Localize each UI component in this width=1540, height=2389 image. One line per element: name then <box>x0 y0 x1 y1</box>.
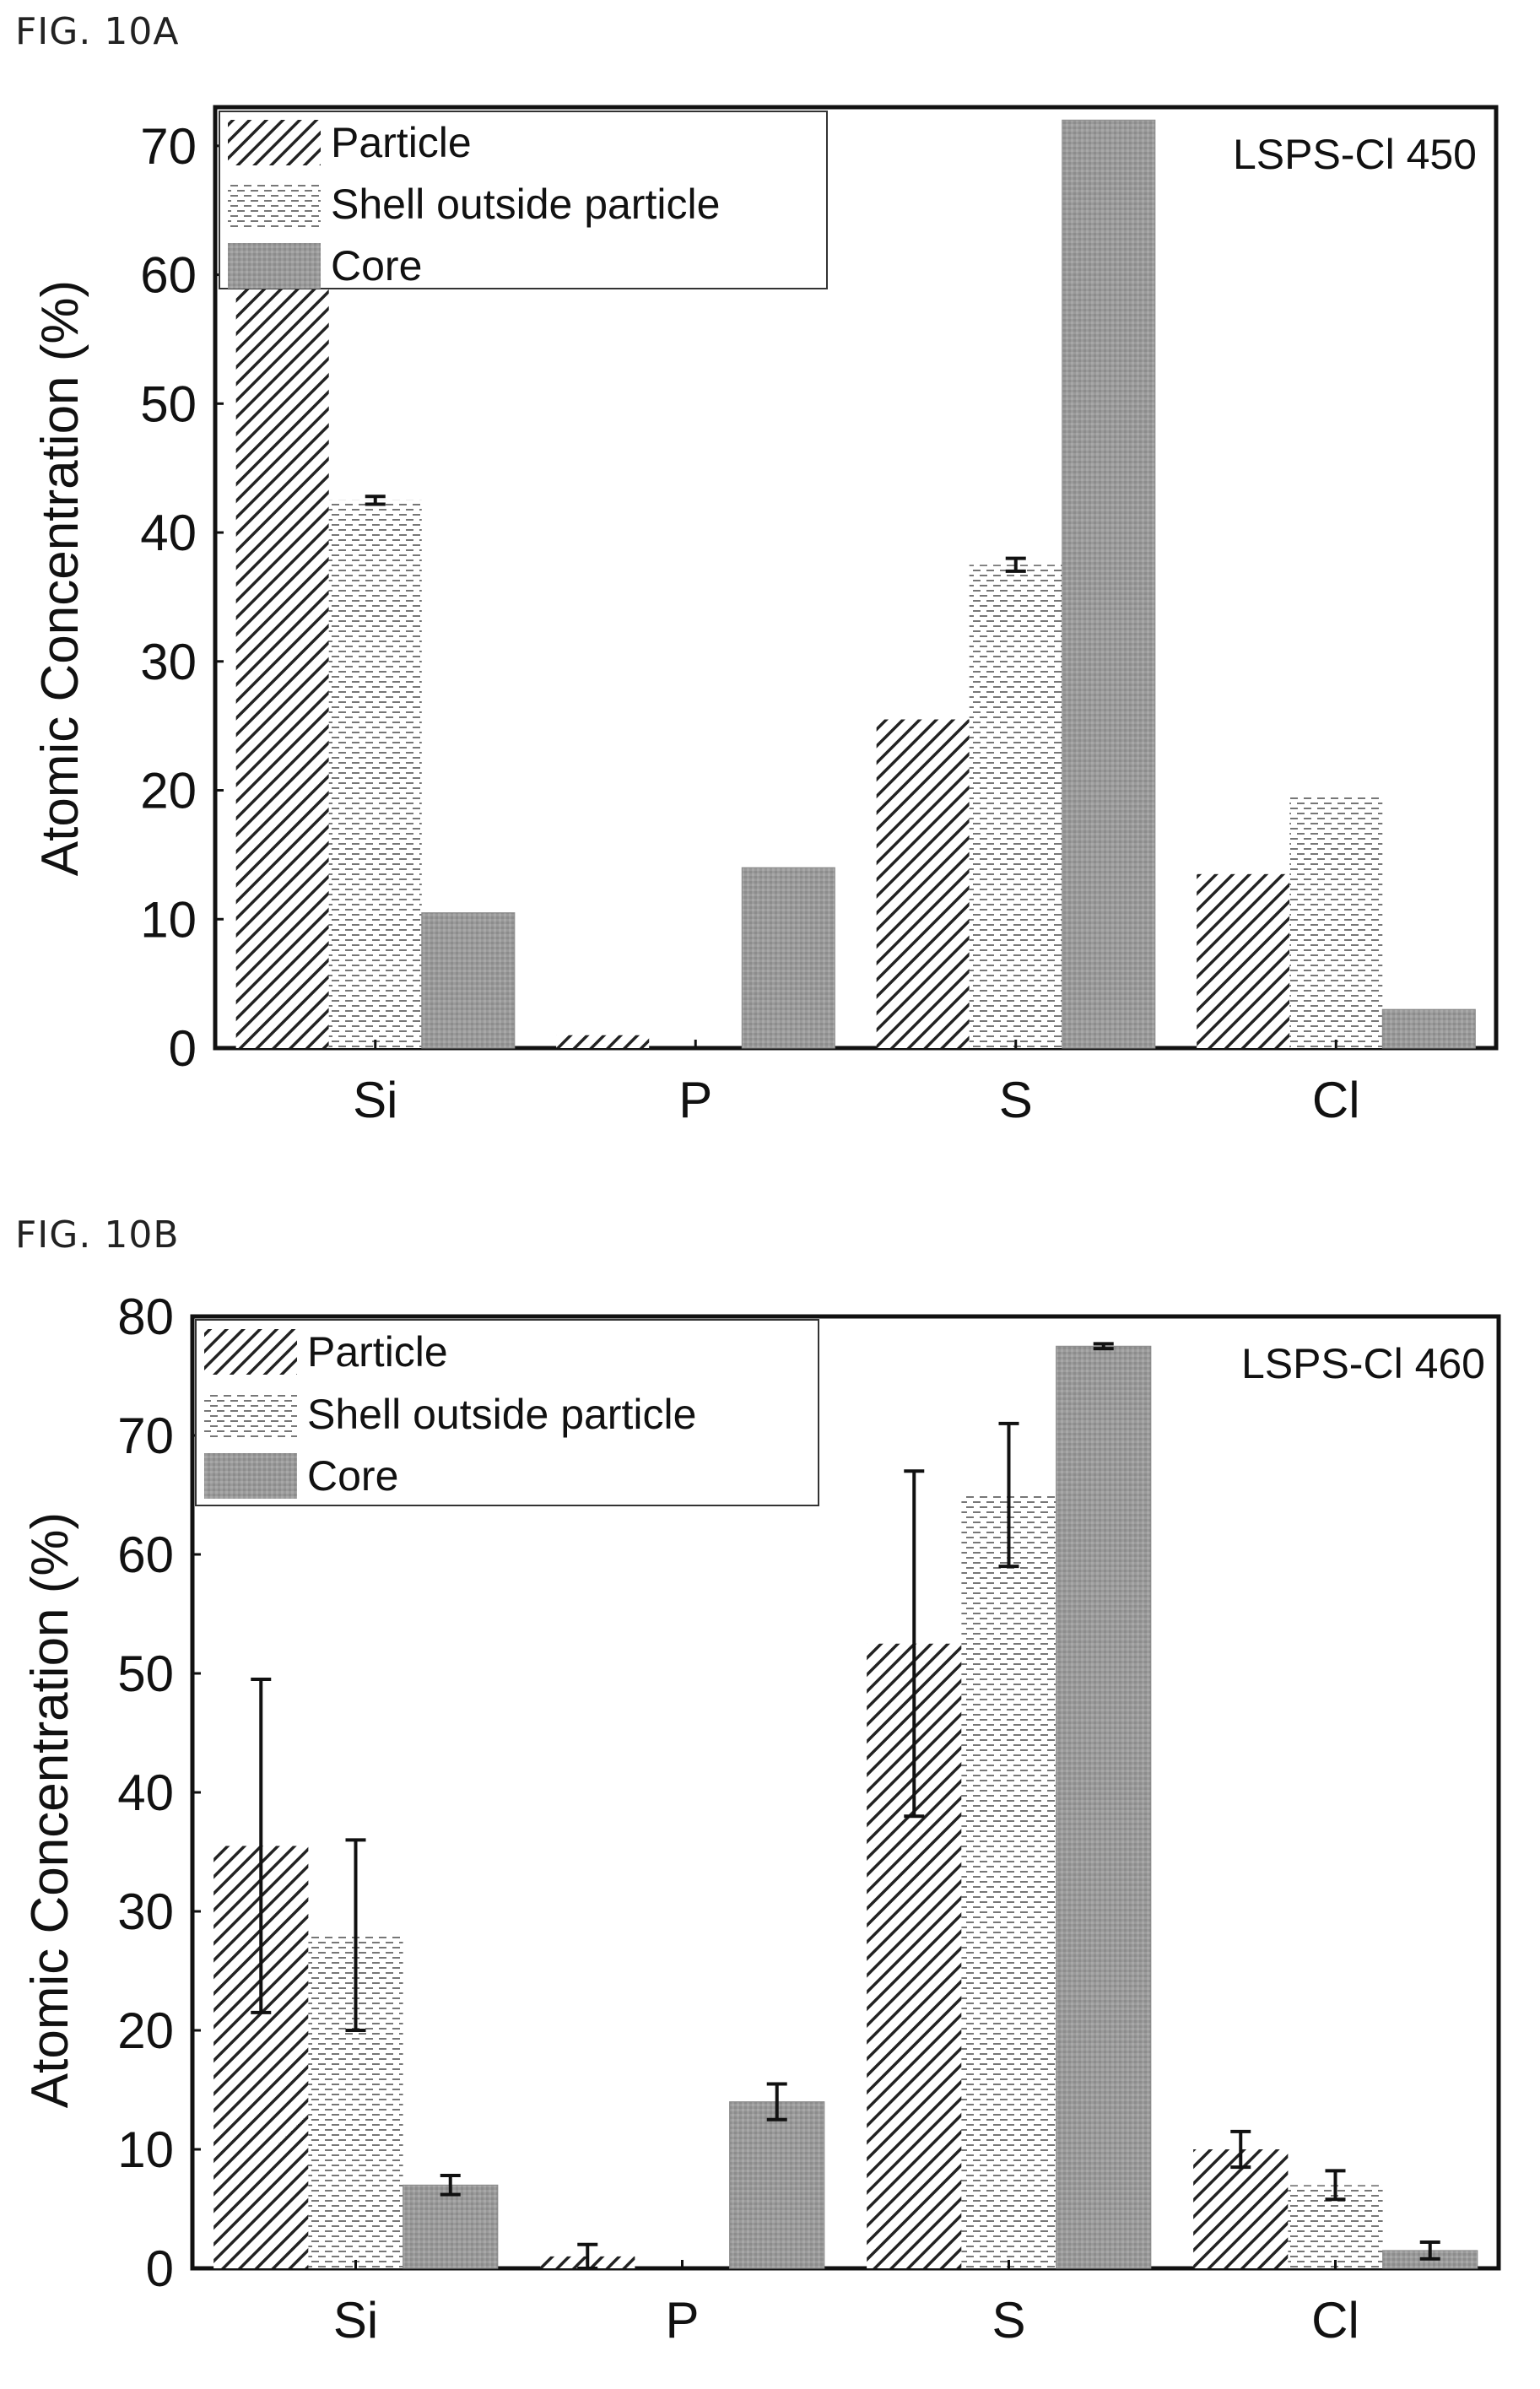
bar-cl-diagonal-hatch <box>1193 2149 1289 2268</box>
bar-cl-horizontal-dash <box>1289 797 1383 1048</box>
legend-swatch-diagonal-hatch <box>228 120 321 165</box>
x-tick-label: Si <box>353 1072 397 1128</box>
legend-label: Shell outside particle <box>331 181 720 228</box>
legend-swatch-diagonal-hatch <box>204 1329 297 1375</box>
panel-label: LSPS-Cl 450 <box>1233 131 1477 178</box>
panel-label: LSPS-Cl 460 <box>1241 1340 1485 1387</box>
bar-si-horizontal-dash <box>328 500 422 1048</box>
y-tick-label: 30 <box>140 634 197 690</box>
x-tick-label: S <box>999 1072 1033 1128</box>
x-tick-label: P <box>678 1072 712 1128</box>
legend-box <box>195 1319 819 1506</box>
legend-label: Particle <box>331 119 472 166</box>
bar-chart-10a: 0 10 20 30 40 50 60 70 Atomic Concentration (%) S… <box>31 105 1499 1128</box>
legend-label: Core <box>331 242 422 289</box>
bar-p-gray-fill <box>741 867 835 1049</box>
bar-p-gray-fill <box>729 2101 825 2269</box>
y-tick-label: 70 <box>140 118 197 175</box>
y-tick-label: 50 <box>140 376 197 432</box>
bar-si-gray-fill <box>403 2184 499 2269</box>
y-axis-label: Atomic Concentration (%) <box>31 280 89 876</box>
legend-label: Particle <box>307 1328 448 1376</box>
y-tick-label: 0 <box>169 1020 197 1077</box>
x-tick-label: Si <box>333 2292 378 2348</box>
bar-si-gray-fill <box>421 912 516 1049</box>
legend-swatch-horizontal-dash <box>204 1392 297 1437</box>
bar-s-horizontal-dash <box>969 565 1062 1048</box>
y-tick-label: 20 <box>117 2003 174 2059</box>
plot-frame <box>213 105 1499 1051</box>
figure-label-10b: FIG. 10B <box>15 1213 180 1257</box>
y-tick-label: 20 <box>140 763 197 819</box>
y-tick-label: 30 <box>117 1884 174 1940</box>
y-tick-label: 80 <box>117 1289 174 1345</box>
legend-swatch-horizontal-dash <box>228 181 321 227</box>
bar-p-diagonal-hatch <box>556 1035 650 1048</box>
bar-si-diagonal-hatch <box>235 274 329 1048</box>
bar-cl-gray-fill <box>1381 1008 1476 1049</box>
legend-swatch-gray-fill <box>228 243 321 289</box>
y-tick-label: 40 <box>117 1765 174 1821</box>
x-tick-label: Cl <box>1312 1072 1360 1128</box>
y-tick-label: 0 <box>146 2240 174 2297</box>
y-tick-label: 70 <box>117 1408 174 1464</box>
y-axis-label: Atomic Concentration (%) <box>21 1512 79 2108</box>
x-tick-label: P <box>665 2292 699 2348</box>
legend-swatch-gray-fill <box>204 1453 297 1499</box>
y-tick-label: 60 <box>140 247 197 304</box>
y-tick-label: 10 <box>117 2121 174 2178</box>
figure-label-10a: FIG. 10A <box>15 10 180 53</box>
x-tick-label: Cl <box>1311 2292 1359 2348</box>
bar-s-diagonal-hatch <box>876 719 970 1048</box>
y-tick-label: 40 <box>140 505 197 561</box>
y-tick-label: 10 <box>140 891 197 948</box>
y-tick-label: 60 <box>117 1527 174 1583</box>
legend-label: Core <box>307 1452 398 1500</box>
bar-s-gray-fill <box>1056 1345 1152 2269</box>
bar-s-gray-fill <box>1062 119 1156 1049</box>
bar-s-horizontal-dash <box>961 1494 1056 2268</box>
bar-cl-diagonal-hatch <box>1197 873 1290 1048</box>
y-tick-label: 50 <box>117 1646 174 1702</box>
x-tick-label: S <box>992 2292 1025 2348</box>
legend-label: Shell outside particle <box>307 1391 696 1438</box>
